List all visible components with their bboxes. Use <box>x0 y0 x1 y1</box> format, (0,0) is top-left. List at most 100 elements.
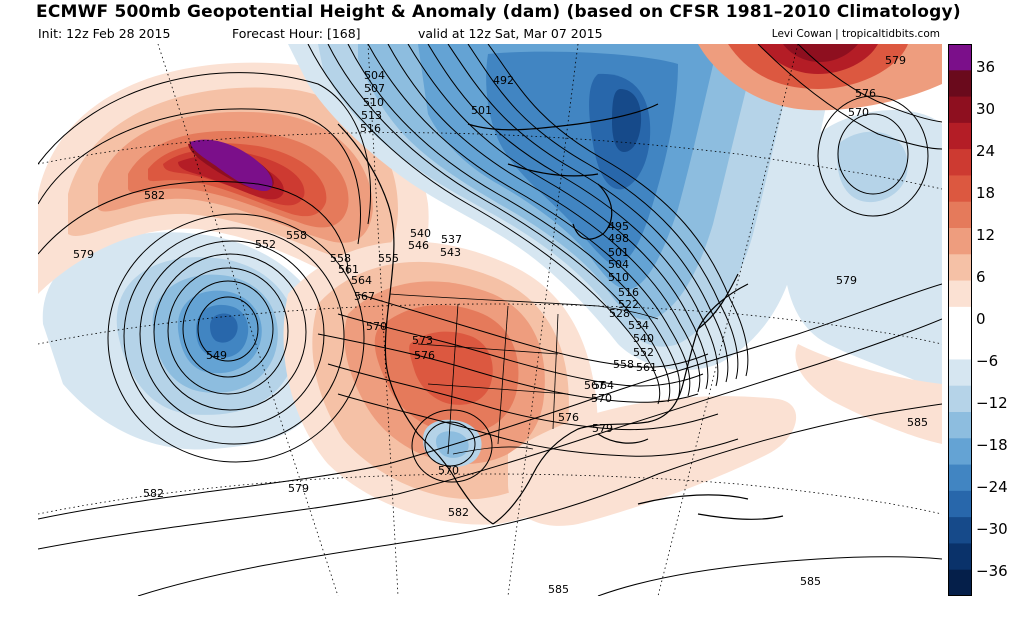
political-borders <box>389 293 659 455</box>
colorbar-swatch <box>948 70 972 98</box>
colorbar-tick-label: 30 <box>976 100 996 118</box>
contour-label: 579 <box>73 248 94 261</box>
colorbar-tick-label: −18 <box>976 436 1008 454</box>
contour-label: 558 <box>330 252 351 265</box>
contour-label: 582 <box>143 487 164 500</box>
contour-label: 552 <box>633 346 654 359</box>
colorbar-swatch <box>948 490 972 518</box>
map-title: ECMWF 500mb Geopotential Height & Anomal… <box>36 2 961 22</box>
contour-label: 579 <box>885 54 906 67</box>
contour-label: 582 <box>448 506 469 519</box>
contour-label: 543 <box>440 246 461 259</box>
contour-label: 528 <box>609 307 630 320</box>
colorbar-tick-label: 12 <box>976 226 996 244</box>
contour-label: 504 <box>608 258 629 271</box>
colorbar-tick-label: −6 <box>976 352 999 370</box>
colorbar-tick-label: 18 <box>976 184 996 202</box>
contour-label: 570 <box>848 106 869 119</box>
contour-label: 516 <box>618 286 639 299</box>
contour-label: 516 <box>360 122 381 135</box>
colorbar-swatch <box>948 280 972 308</box>
colorbar-swatch <box>948 543 972 571</box>
contour-label: 579 <box>592 422 613 435</box>
colorbar-swatch <box>948 306 972 334</box>
contour-label: 510 <box>608 271 629 284</box>
credit-text: Levi Cowan | tropicaltidbits.com <box>771 28 940 40</box>
contour-label: 522 <box>618 298 639 311</box>
contour-label: 501 <box>471 104 492 117</box>
colorbar-swatch <box>948 333 972 360</box>
valid-time: valid at 12z Sat, Mar 07 2015 <box>418 26 603 41</box>
height-contours <box>38 44 942 596</box>
contour-label: 537 <box>441 233 462 246</box>
contour-label: 507 <box>364 82 385 95</box>
colorbar-swatch <box>948 122 972 150</box>
contour-label: 555 <box>378 252 399 265</box>
colorbar-swatch <box>948 96 972 124</box>
greenland-ridge-anomaly <box>698 44 942 111</box>
contour-label: 564 <box>351 274 372 287</box>
contour-label: 495 <box>608 220 629 233</box>
colorbar-tick-label: 0 <box>976 310 986 328</box>
contour-label: 585 <box>548 583 569 596</box>
colorbar <box>948 44 972 596</box>
forecast-hour: Forecast Hour: [168] <box>232 26 361 41</box>
init-time: Init: 12z Feb 28 2015 <box>38 26 171 41</box>
colorbar-tick-label: 36 <box>976 58 996 76</box>
colorbar-tick-label: −30 <box>976 520 1008 538</box>
contour-label: 540 <box>410 227 431 240</box>
contour-label: 501 <box>608 246 629 259</box>
contour-label: 492 <box>493 74 514 87</box>
contour-label: 564 <box>593 379 614 392</box>
colorbar-tick-label: −12 <box>976 394 1008 412</box>
anomaly-map: 5045075105135164925015795765705825795525… <box>38 44 942 596</box>
contour-label: 570 <box>591 392 612 405</box>
colorbar-swatch <box>948 517 972 544</box>
western-us-ridge-anomaly <box>283 241 598 525</box>
graticule <box>38 44 942 596</box>
contour-label: 546 <box>408 239 429 252</box>
contour-label: 561 <box>636 361 657 374</box>
contour-label: 558 <box>613 358 634 371</box>
contour-label: 567 <box>354 290 375 303</box>
contour-label-group: 5045075105135164925015795765705825795525… <box>73 54 928 596</box>
colorbar-swatch <box>948 569 972 596</box>
contour-label: 576 <box>414 349 435 362</box>
colorbar-border <box>948 44 972 596</box>
alaska-ridge-anomaly <box>38 62 429 294</box>
contour-label: 549 <box>206 349 227 362</box>
contour-label: 552 <box>255 238 276 251</box>
contour-label: 534 <box>628 319 649 332</box>
contour-label: 579 <box>836 274 857 287</box>
coastlines <box>337 103 784 525</box>
colorbar-tick-label: 6 <box>976 268 986 286</box>
colorbar-swatch <box>948 412 972 439</box>
contour-label: 576 <box>558 411 579 424</box>
colorbar-swatch <box>948 385 972 413</box>
contour-label: 510 <box>363 96 384 109</box>
contour-label: 558 <box>286 229 307 242</box>
colorbar-swatch <box>948 438 972 466</box>
contour-label: 579 <box>288 482 309 495</box>
colorbar-tick-label: 24 <box>976 142 996 160</box>
contour-label: 573 <box>412 334 433 347</box>
contour-label: 570 <box>366 320 387 333</box>
contour-label: 585 <box>907 416 928 429</box>
contour-label: 582 <box>144 189 165 202</box>
colorbar-swatch <box>948 359 972 387</box>
colorbar-swatch <box>948 149 972 176</box>
colorbar-swatch <box>948 201 972 229</box>
colorbar-swatch <box>948 254 972 282</box>
colorbar-swatch <box>948 44 972 71</box>
contour-label: 513 <box>361 109 382 122</box>
contour-label: 498 <box>608 232 629 245</box>
contour-label: 561 <box>338 263 359 276</box>
contour-label: 567 <box>584 379 605 392</box>
contour-label: 576 <box>855 87 876 100</box>
contour-label: 540 <box>633 332 654 345</box>
colorbar-swatch <box>948 228 972 255</box>
colorbar-tick-label: −36 <box>976 562 1008 580</box>
colorbar-swatch <box>948 175 972 203</box>
contour-label: 585 <box>800 575 821 588</box>
colorbar-swatch <box>948 464 972 492</box>
